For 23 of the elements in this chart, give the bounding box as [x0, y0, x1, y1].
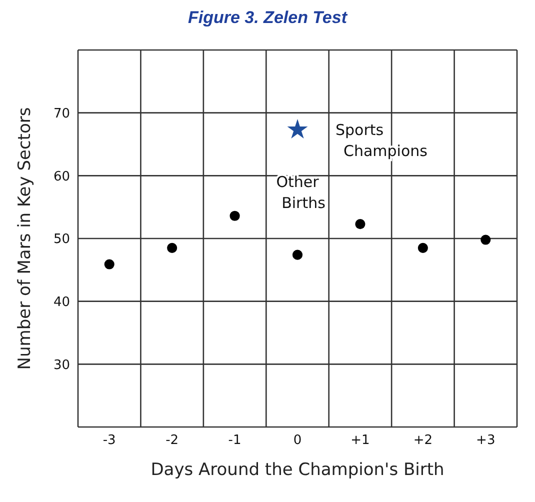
x-tick-label: -1 [228, 433, 242, 448]
point [480, 234, 491, 245]
chart-title: Figure 3. Zelen Test [186, 8, 348, 29]
y-tick-label: 40 [53, 294, 70, 310]
text: Other Births [276, 172, 326, 212]
point [418, 242, 428, 253]
x-tick-label: -2 [166, 433, 179, 448]
point [292, 250, 303, 260]
x-tick-label: +3 [476, 433, 496, 448]
x-tick-label: 0 [293, 433, 302, 448]
y-axis-title: Number of Mars in Key Sectors [15, 107, 36, 370]
point [167, 242, 178, 253]
y-tick-label: 30 [53, 358, 70, 373]
point [230, 210, 240, 221]
y-tick-label: 70 [53, 106, 70, 122]
x-tick-label: +2 [413, 433, 433, 448]
x-tick-label: -3 [102, 433, 116, 448]
x-axis-title: Days Around the Champion's Birth [150, 460, 444, 480]
x-tick-label: +1 [350, 433, 370, 448]
y-tick-label: 60 [53, 169, 70, 184]
point [355, 219, 366, 230]
point [104, 259, 114, 270]
y-tick-label: 50 [53, 232, 70, 248]
